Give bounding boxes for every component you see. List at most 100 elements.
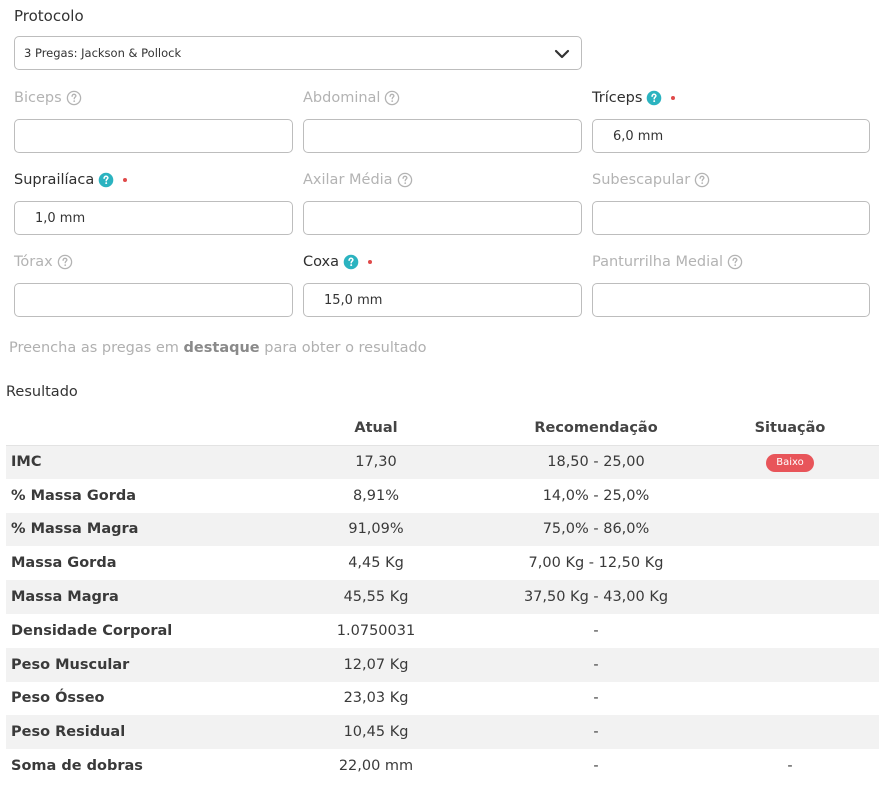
help-icon[interactable] xyxy=(66,90,82,106)
abdominal-input[interactable] xyxy=(303,119,582,153)
row-name: Peso Residual xyxy=(6,715,261,750)
field-label: Biceps xyxy=(14,90,62,106)
row-recomendacao: - xyxy=(593,622,599,639)
header-atual: Atual xyxy=(261,412,491,446)
row-recomendacao: 75,0% - 86,0% xyxy=(491,512,701,547)
row-situacao xyxy=(701,479,879,513)
chevron-down-icon xyxy=(553,45,571,66)
row-name: Peso Ósseo xyxy=(11,690,105,707)
row-recomendacao: 14,0% - 25,0% xyxy=(542,487,650,504)
row-atual: 23,03 Kg xyxy=(343,690,409,707)
hint-after: para obter o resultado xyxy=(259,340,427,356)
axilar-media-input[interactable] xyxy=(303,201,582,235)
field-label: Axilar Média xyxy=(303,172,393,188)
field-axilar-media: Axilar Média xyxy=(303,170,582,235)
row-name: Soma de dobras xyxy=(11,758,143,775)
table-row: Peso Ósseo 23,03 Kg - xyxy=(6,682,879,716)
protocol-selected-value: 3 Pregas: Jackson & Pollock xyxy=(24,46,182,60)
row-name: % Massa Gorda xyxy=(11,487,137,504)
row-name: % Massa Magra xyxy=(6,512,261,547)
protocol-select[interactable]: 3 Pregas: Jackson & Pollock xyxy=(14,36,582,70)
row-recomendacao: 18,50 - 25,00 xyxy=(491,445,701,479)
help-icon[interactable] xyxy=(57,254,73,270)
field-label: Abdominal xyxy=(303,90,381,106)
row-situacao xyxy=(701,546,879,580)
row-recomendacao: - xyxy=(491,715,701,750)
hint-before: Preencha as pregas em xyxy=(9,340,184,356)
hint-text: Preencha as pregas em destaque para obte… xyxy=(9,340,427,356)
biceps-input[interactable] xyxy=(14,119,293,153)
row-situacao xyxy=(701,715,879,750)
row-recomendacao: - xyxy=(593,758,599,775)
field-triceps: Tríceps 6,0 mm xyxy=(592,88,870,153)
row-recomendacao: - xyxy=(491,647,701,682)
row-atual: 17,30 xyxy=(261,445,491,479)
field-label: Tríceps xyxy=(592,90,643,106)
row-recomendacao: 37,50 Kg - 43,00 Kg xyxy=(491,580,701,614)
table-row: Densidade Corporal 1.0750031 - xyxy=(6,614,879,648)
help-icon[interactable] xyxy=(646,90,662,106)
table-row: % Massa Magra 91,09% 75,0% - 86,0% xyxy=(6,512,879,547)
row-situacao: - xyxy=(787,758,793,775)
row-name: Massa Gorda xyxy=(11,555,117,572)
protocol-label: Protocolo xyxy=(14,7,84,25)
field-label: Suprailíaca xyxy=(14,172,95,188)
row-situacao xyxy=(701,682,879,716)
row-name: Peso Muscular xyxy=(6,647,261,682)
subescapular-input[interactable] xyxy=(592,201,870,235)
header-metric xyxy=(6,412,261,446)
required-dot xyxy=(368,260,373,264)
panturrilha-medial-input[interactable] xyxy=(592,283,870,317)
status-badge: Baixo xyxy=(766,453,814,472)
hint-strong: destaque xyxy=(183,340,260,356)
field-coxa: Coxa 15,0 mm xyxy=(303,252,582,317)
help-icon[interactable] xyxy=(694,172,710,188)
table-row: IMC 17,30 18,50 - 25,00 Baixo xyxy=(6,445,879,479)
header-recomendacao: Recomendação xyxy=(491,412,701,446)
coxa-input[interactable]: 15,0 mm xyxy=(303,283,582,317)
table-row: Peso Muscular 12,07 Kg - xyxy=(6,647,879,682)
table-row: Peso Residual 10,45 Kg - xyxy=(6,715,879,750)
help-icon[interactable] xyxy=(384,90,400,106)
help-icon[interactable] xyxy=(98,172,114,188)
result-table: Atual Recomendação Situação IMC 17,30 18,5… xyxy=(6,412,879,783)
field-subescapular: Subescapular xyxy=(592,170,870,235)
table-row: Massa Gorda 4,45 Kg 7,00 Kg - 12,50 Kg xyxy=(6,546,879,580)
row-atual: 4,45 Kg xyxy=(348,555,404,572)
field-torax: Tórax xyxy=(14,252,293,317)
required-dot xyxy=(123,178,128,182)
required-dot xyxy=(671,96,676,100)
field-label: Coxa xyxy=(303,254,340,270)
table-header-row: Atual Recomendação Situação xyxy=(6,412,879,446)
help-icon[interactable] xyxy=(343,254,359,270)
field-abdominal: Abdominal xyxy=(303,88,582,153)
row-situacao xyxy=(701,580,879,614)
field-panturrilha-medial: Panturrilha Medial xyxy=(592,252,870,317)
row-name: IMC xyxy=(6,445,261,479)
row-situacao xyxy=(701,614,879,648)
field-label: Subescapular xyxy=(592,172,691,188)
row-atual: 12,07 Kg xyxy=(261,647,491,682)
table-row: Soma de dobras 22,00 mm - - xyxy=(6,749,879,783)
row-atual: 10,45 Kg xyxy=(261,715,491,750)
row-atual: 8,91% xyxy=(352,487,400,504)
field-biceps: Biceps xyxy=(14,88,293,153)
row-atual: 45,55 Kg xyxy=(261,580,491,614)
help-icon[interactable] xyxy=(397,172,413,188)
row-situacao xyxy=(701,647,879,682)
triceps-input[interactable]: 6,0 mm xyxy=(592,119,870,153)
help-icon[interactable] xyxy=(727,254,743,270)
row-atual: 1.0750031 xyxy=(336,622,416,639)
field-label: Panturrilha Medial xyxy=(592,254,724,270)
suprailiaca-input[interactable]: 1,0 mm xyxy=(14,201,293,235)
result-title: Resultado xyxy=(6,384,78,400)
row-atual: 22,00 mm xyxy=(338,758,414,775)
row-recomendacao: 7,00 Kg - 12,50 Kg xyxy=(528,555,664,572)
field-suprailiaca: Suprailíaca 1,0 mm xyxy=(14,170,293,235)
table-row: Massa Magra 45,55 Kg 37,50 Kg - 43,00 Kg xyxy=(6,580,879,614)
row-situacao xyxy=(701,512,879,547)
row-recomendacao: - xyxy=(593,690,599,707)
torax-input[interactable] xyxy=(14,283,293,317)
table-row: % Massa Gorda 8,91% 14,0% - 25,0% xyxy=(6,479,879,513)
row-name: Densidade Corporal xyxy=(11,622,173,639)
